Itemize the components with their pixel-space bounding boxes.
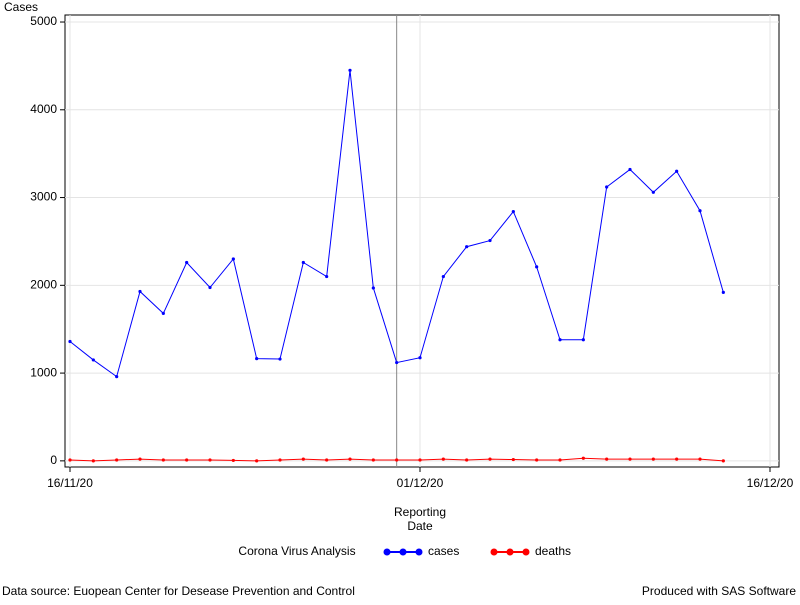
data-point [91, 459, 95, 463]
data-point [511, 457, 515, 462]
data-point [278, 357, 282, 361]
y-tick-label: 4000 [30, 102, 57, 116]
data-point [371, 286, 375, 290]
legend-title: Corona Virus Analysis [238, 544, 355, 558]
x-tick-label: 16/12/20 [747, 476, 794, 490]
data-point [68, 458, 72, 462]
x-tick-label: 01/12/20 [397, 476, 444, 490]
data-point [325, 458, 329, 462]
data-point [698, 457, 702, 461]
data-point [675, 457, 679, 461]
data-point [651, 457, 655, 461]
data-point [185, 260, 189, 265]
data-point [161, 458, 165, 462]
data-point [418, 356, 422, 360]
footnote: Data source: Euopean Center for Desease … [2, 584, 355, 598]
data-point [208, 458, 212, 462]
data-point [348, 457, 352, 461]
data-point [605, 185, 609, 189]
data-point [185, 458, 189, 462]
data-point [231, 458, 235, 463]
data-point [628, 167, 632, 172]
data-point [278, 458, 282, 462]
data-point [651, 190, 655, 194]
data-point [418, 458, 422, 462]
data-point [581, 338, 585, 342]
data-point [628, 457, 632, 461]
data-point [395, 360, 399, 365]
data-point [721, 290, 725, 294]
data-point [371, 458, 375, 462]
data-point [511, 209, 515, 214]
data-point [115, 458, 119, 462]
data-point [465, 245, 469, 249]
data-point [558, 338, 562, 342]
footnote: Produced with SAS Software [642, 584, 796, 598]
y-axis-label: Cases [4, 0, 38, 14]
x-tick-label: 16/11/20 [47, 476, 93, 490]
legend-marker [506, 548, 514, 556]
legend-marker [522, 548, 530, 556]
data-point [488, 457, 492, 461]
data-point [488, 238, 492, 243]
y-tick-label: 5000 [30, 14, 57, 28]
data-point [255, 357, 259, 361]
data-point [325, 274, 329, 279]
legend-marker [399, 548, 407, 556]
data-point [115, 375, 119, 379]
plot-frame [64, 14, 780, 468]
data-point [301, 260, 305, 265]
data-point [465, 458, 469, 462]
data-point [605, 457, 609, 461]
data-point [255, 459, 259, 463]
data-point [721, 459, 725, 463]
y-tick-label: 1000 [30, 365, 57, 379]
data-point [441, 274, 445, 279]
data-point [348, 68, 352, 72]
data-point [138, 289, 142, 294]
data-point [675, 169, 679, 173]
data-point [231, 257, 235, 261]
data-point [68, 339, 72, 344]
x-axis-label: Reporting Date [393, 505, 447, 533]
data-point [558, 458, 562, 462]
data-point [581, 456, 585, 460]
data-point [535, 458, 539, 462]
data-point [138, 457, 142, 461]
legend-marker [383, 548, 391, 556]
legend-marker [415, 548, 423, 556]
data-point [441, 457, 445, 461]
legend-marker [490, 548, 498, 556]
data-point [535, 265, 539, 269]
data-point [698, 209, 702, 213]
data-point [301, 457, 305, 461]
y-tick-label: 0 [50, 453, 57, 467]
data-point [91, 358, 95, 362]
y-tick-label: 2000 [30, 277, 57, 291]
data-point [161, 311, 165, 316]
legend-label: cases [428, 544, 459, 558]
y-tick-label: 3000 [30, 190, 57, 204]
legend-label: deaths [535, 544, 571, 558]
data-point [395, 458, 399, 462]
data-point [208, 285, 212, 290]
